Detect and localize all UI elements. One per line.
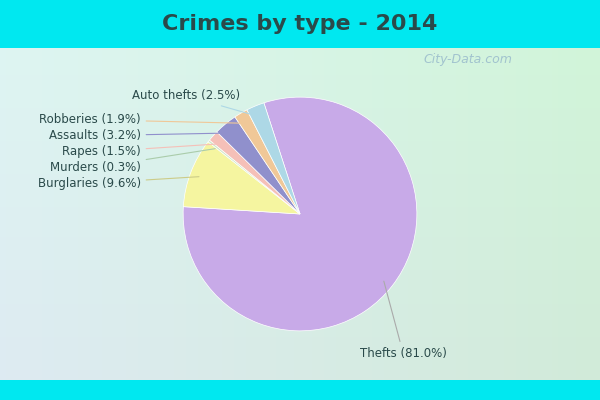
Text: Rapes (1.5%): Rapes (1.5%)	[62, 144, 219, 158]
Text: City-Data.com: City-Data.com	[424, 54, 512, 66]
Text: Auto thefts (2.5%): Auto thefts (2.5%)	[132, 89, 257, 116]
Wedge shape	[235, 110, 300, 214]
Text: Assaults (3.2%): Assaults (3.2%)	[49, 129, 230, 142]
Text: Thefts (81.0%): Thefts (81.0%)	[360, 281, 446, 360]
Wedge shape	[184, 142, 300, 214]
Wedge shape	[208, 140, 300, 214]
Wedge shape	[209, 132, 300, 214]
Text: Crimes by type - 2014: Crimes by type - 2014	[163, 14, 437, 34]
Wedge shape	[247, 103, 300, 214]
Text: Murders (0.3%): Murders (0.3%)	[50, 149, 215, 174]
Text: Robberies (1.9%): Robberies (1.9%)	[39, 113, 244, 126]
Text: Burglaries (9.6%): Burglaries (9.6%)	[38, 177, 199, 190]
Wedge shape	[183, 97, 417, 331]
Wedge shape	[217, 117, 300, 214]
